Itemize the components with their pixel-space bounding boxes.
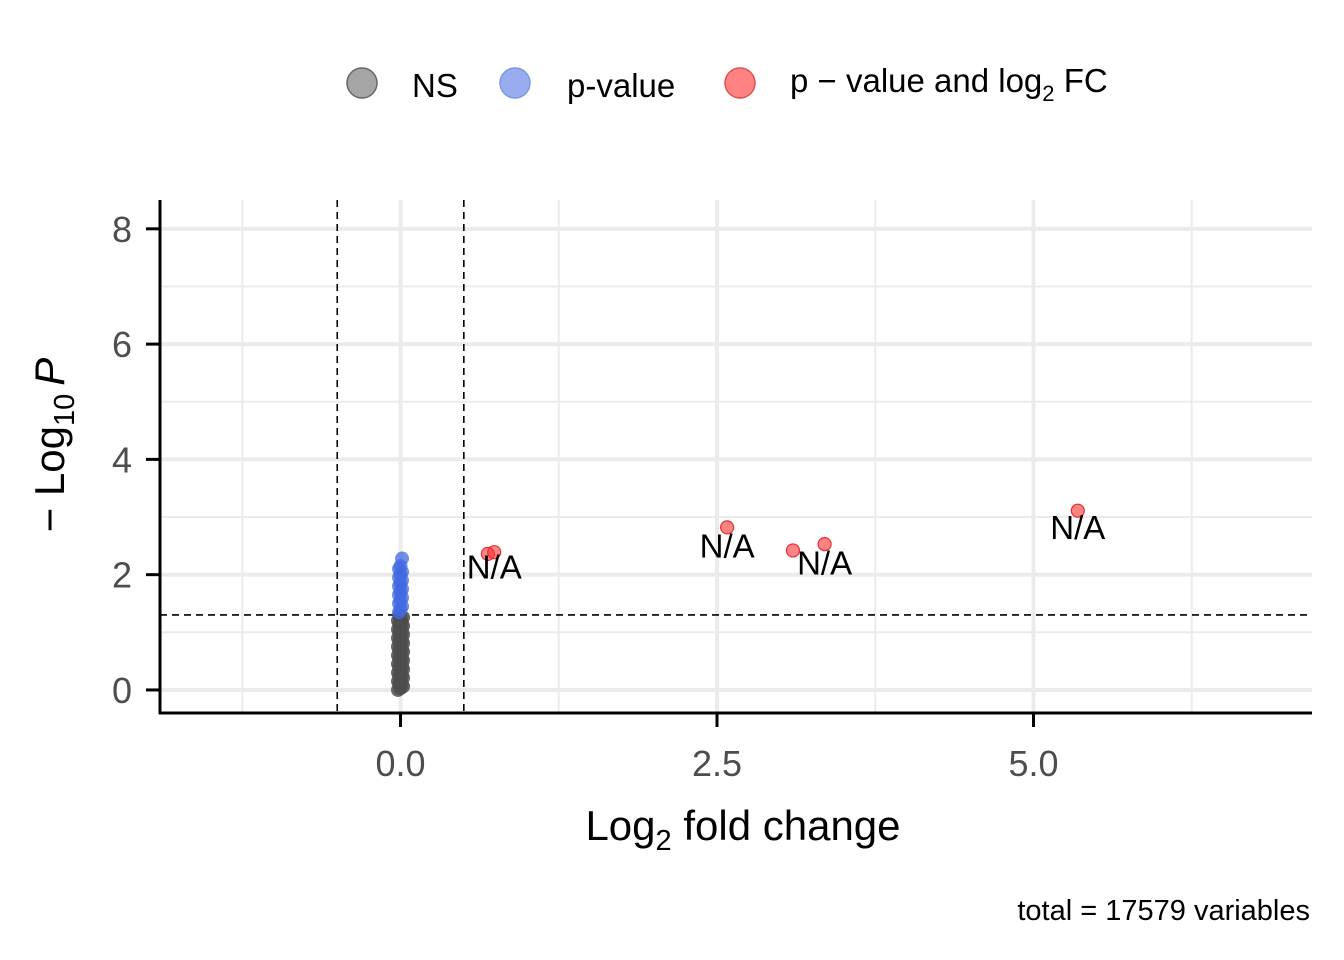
significant-point [487, 545, 502, 560]
legend-label-suffix: FC [1055, 62, 1108, 99]
y-tick-label: 6 [112, 324, 132, 365]
y-axis-title-main: − Log [26, 426, 73, 532]
x-axis-title: Log2 fold change [585, 802, 900, 857]
x-tick-label: 0.0 [376, 743, 426, 784]
data-points [390, 503, 1085, 697]
point-label: N/A [700, 527, 755, 564]
x-axis-title-rest: fold change [672, 802, 901, 849]
y-tick-label: 0 [112, 670, 132, 711]
y-axis-title-variable: P [26, 358, 73, 386]
y-tick-label: 8 [112, 209, 132, 250]
point-label: N/A [1050, 509, 1105, 546]
x-axis-ticks: 0.0 2.5 5.0 [376, 713, 1059, 784]
point-label: N/A [797, 545, 852, 582]
legend-ns-label: NS [412, 67, 458, 104]
significant-point [1070, 503, 1085, 518]
legend-label-subscript: 2 [1042, 81, 1054, 106]
significant-point [785, 543, 801, 558]
significant-point [817, 537, 832, 552]
significant-point [720, 520, 735, 535]
grid [160, 200, 1312, 713]
x-axis-title-subscript: 2 [656, 825, 672, 857]
y-axis-title: − Log10 P [26, 358, 81, 533]
y-axis-title-subscript: 10 [49, 394, 81, 426]
y-tick-label: 4 [112, 439, 132, 480]
x-axis-title-main: Log [585, 802, 655, 849]
cutoff-lines [160, 200, 1312, 713]
legend-pvalue-marker [499, 67, 531, 99]
pvalue-point [395, 551, 410, 566]
legend-ns-marker [346, 67, 378, 99]
point-label: N/A [467, 549, 522, 586]
legend: NS p-value p − value and log2 FC [346, 62, 1108, 106]
legend-pvalue-and-fc-label: p − value and log2 FC [790, 62, 1108, 106]
y-axis-ticks: 0 2 4 6 8 [112, 209, 160, 711]
legend-pvalue-label: p-value [567, 67, 675, 104]
x-tick-label: 2.5 [692, 743, 742, 784]
legend-pvalue-and-fc-marker [724, 67, 756, 99]
point-labels: N/A N/A N/A N/A [467, 509, 1106, 586]
x-tick-label: 5.0 [1008, 743, 1058, 784]
y-tick-label: 2 [112, 555, 132, 596]
legend-label-main: p − value and log [790, 62, 1042, 99]
caption: total = 17579 variables [1017, 895, 1310, 927]
